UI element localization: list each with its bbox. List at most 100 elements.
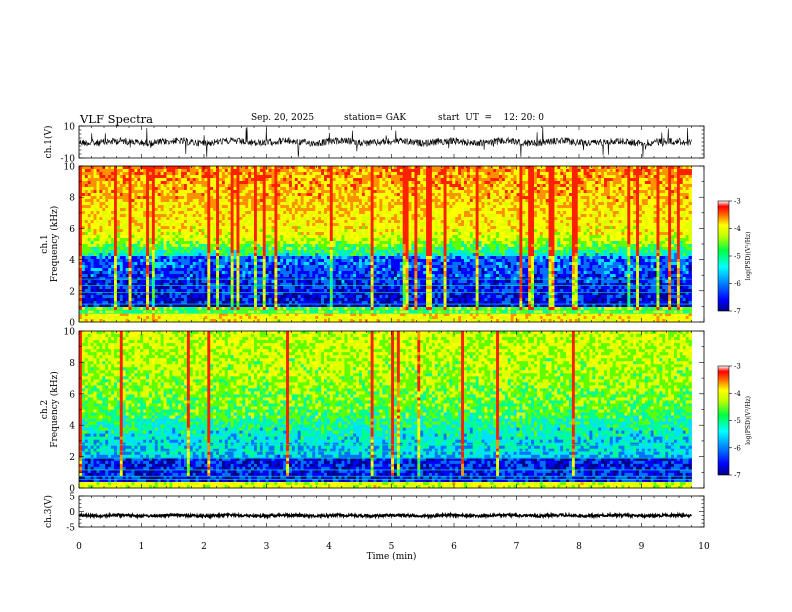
ch1-spectrogram-cell <box>303 232 307 236</box>
ch1-spectrogram-cell <box>108 193 112 197</box>
ch1-spectrogram-cell <box>143 220 147 224</box>
ch1-spectrogram-cell <box>195 217 199 221</box>
ch1-spectrogram-cell <box>306 289 310 293</box>
ch1-spectrogram-cell <box>303 259 307 263</box>
ch1-spectrogram-cell <box>146 280 150 284</box>
ch1-spectrogram-cell <box>274 238 278 242</box>
ch1-spectrogram-cell <box>105 250 109 254</box>
ch1-spectrogram-cell <box>242 199 246 203</box>
ch1-spectrogram-cell <box>350 169 354 173</box>
ch1-spectrogram-cell <box>312 247 316 251</box>
ch1-spectrogram-cell <box>242 196 246 200</box>
ch1-spectrogram-cell <box>119 271 124 275</box>
ch1-spectrogram-cell <box>189 313 194 317</box>
ch1-spectrogram-cell <box>230 184 234 188</box>
ch1-spectrogram-cell <box>201 166 205 170</box>
ch1-spectrogram-cell <box>195 304 199 308</box>
ch1-spectrogram-cell <box>271 217 275 221</box>
ch1-spectrogram-cell <box>111 187 115 191</box>
ch1-spectrogram-cell <box>201 262 205 266</box>
ch1-spectrogram-cell <box>274 289 278 293</box>
ch1-spectrogram-cell <box>198 265 202 269</box>
ch1-spectrogram-cell <box>186 265 191 269</box>
ch1-spectrogram-cell <box>146 319 150 323</box>
ch1-spectrogram-cell <box>189 169 194 173</box>
ch1-spectrogram-cell <box>245 244 249 248</box>
ch1-spectrogram-cell <box>303 304 307 308</box>
ch1-spectrogram-cell <box>224 172 229 176</box>
ch1-spectrogram-cell <box>230 298 234 302</box>
ch1-spectrogram-cell <box>184 178 188 182</box>
ch1-spectrogram-cell <box>347 274 351 278</box>
ch1-spectrogram-cell <box>259 247 264 251</box>
ch1-spectrogram-cell <box>210 265 214 269</box>
ch1-spectrogram-cell <box>347 289 351 293</box>
ch1-spectrogram-cell <box>221 283 226 287</box>
ch1-spectrogram-cell <box>291 166 296 170</box>
ch1-spectrogram-cell <box>230 268 234 272</box>
ch1-spectrogram-cell <box>286 319 290 323</box>
ch1-spectrogram-cell <box>213 232 217 236</box>
ch1-spectrogram-cell <box>131 190 135 194</box>
ch1-spectrogram-cell <box>254 283 258 287</box>
ch1-spectrogram-cell <box>184 271 188 275</box>
ch1-spectrogram-cell <box>350 256 354 260</box>
ch1-spectrogram-cell <box>146 190 150 194</box>
ch1-spectrogram-cell <box>146 202 150 206</box>
ch1-spectrogram-cell <box>318 301 322 305</box>
ch1-spectrogram-cell <box>102 313 106 317</box>
ch1-spectrogram-cell <box>268 187 272 191</box>
ch1-spectrogram-cell <box>242 232 246 236</box>
ch1-spectrogram-cell <box>210 199 214 203</box>
ch1-spectrogram-cell <box>102 289 106 293</box>
ch1-spectrogram-cell <box>277 286 281 290</box>
ch1-spectrogram-cell <box>248 292 252 296</box>
ch1-spectrogram-cell <box>329 196 334 200</box>
ch1-spectrogram-cell <box>306 208 310 212</box>
ch1-spectrogram-cell <box>283 196 287 200</box>
ch1-spectrogram-cell <box>175 298 179 302</box>
ch1-spectrogram-cell <box>87 295 92 299</box>
ch1-spectrogram-cell <box>236 271 240 275</box>
ch1-spectrogram-cell <box>99 274 103 278</box>
ch1-spectrogram-cell <box>84 190 89 194</box>
ch1-spectrogram-cell <box>277 208 281 212</box>
ch1-spectrogram-cell <box>242 253 246 257</box>
ch1-spectrogram-cell <box>93 244 97 248</box>
ch1-spectrogram-cell <box>233 199 237 203</box>
ch1-spectrogram-cell <box>254 199 258 203</box>
ch1-spectrogram-cell <box>181 307 185 311</box>
ch1-spectrogram-cell <box>154 253 159 257</box>
ch1-spectrogram-cell <box>116 247 121 251</box>
ch1-spectrogram-cell <box>105 205 109 209</box>
ch1-spectrogram-cell <box>192 274 197 278</box>
ch1-spectrogram-cell <box>274 304 278 308</box>
ch1-spectrogram-cell <box>111 310 115 314</box>
ch1-spectrogram-cell <box>251 229 255 233</box>
ch1-spectrogram-cell <box>114 250 118 254</box>
ch1-spectrogram-cell <box>154 304 159 308</box>
ch1-spectrogram-cell <box>216 280 220 284</box>
ch1-spectrogram-cell <box>224 295 229 299</box>
ch1-spectrogram-cell <box>189 247 194 251</box>
ch1-spectrogram-cell <box>192 298 197 302</box>
ch1-spectrogram-cell <box>184 208 188 212</box>
ch1-spectrogram-cell <box>297 247 302 251</box>
ch1-spectrogram-cell <box>248 202 252 206</box>
ch1-spectrogram-cell <box>242 175 246 179</box>
ch1-spectrogram-cell <box>216 319 220 323</box>
ch1-spectrogram-cell <box>151 298 156 302</box>
ch1-spectrogram-cell <box>312 196 316 200</box>
ch1-spectrogram-cell <box>169 319 173 323</box>
ch1-spectrogram-cell <box>221 298 226 302</box>
ch1-spectrogram-cell <box>131 259 135 263</box>
ch1-spectrogram-cell <box>329 268 334 272</box>
ch1-spectrogram-cell <box>195 259 199 263</box>
ch1-spectrogram-cell <box>297 304 302 308</box>
ch1-spectrogram-cell <box>160 292 164 296</box>
ch1-spectrogram-cell <box>239 193 243 197</box>
ch1-spectrogram-cell <box>149 292 153 296</box>
ch1-spectrogram-cell <box>245 283 249 287</box>
ch1-spectrogram-cell <box>306 256 310 260</box>
ch1-spectrogram-cell <box>338 235 342 239</box>
